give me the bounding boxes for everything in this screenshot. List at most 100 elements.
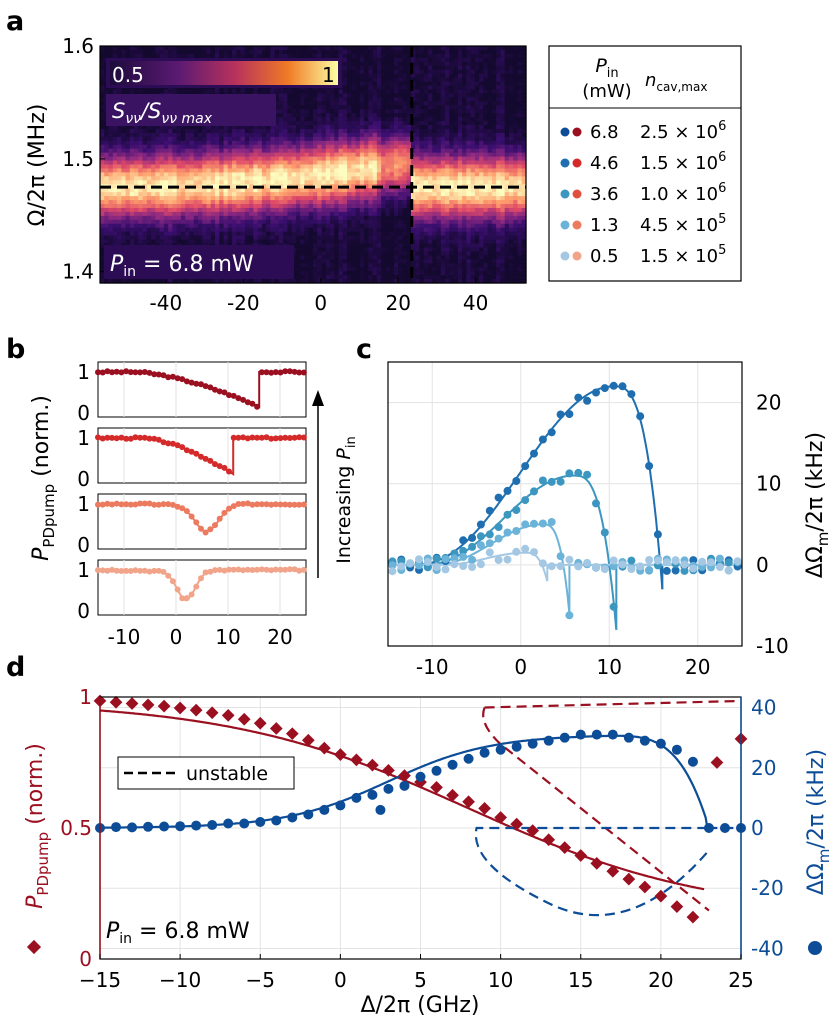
heatmap-cell [121, 200, 127, 205]
heatmap-cell [415, 196, 421, 201]
heatmap-cell [304, 255, 310, 260]
heatmap-cell [210, 176, 216, 181]
heatmap-cell [440, 128, 446, 134]
heatmap-cell [453, 73, 459, 79]
heatmap-cell [172, 156, 178, 162]
heatmap-cell [440, 219, 446, 225]
heatmap-cell [100, 235, 105, 241]
heatmap-cell [159, 204, 165, 209]
heatmap-cell [227, 168, 233, 173]
heatmap-cell [283, 211, 289, 217]
heatmap-cell [278, 49, 284, 55]
heatmap-cell [253, 89, 259, 94]
heatmap-cell [372, 89, 378, 94]
heatmap-cell [117, 132, 122, 138]
heatmap-cell [295, 239, 301, 245]
heatmap-cell [330, 89, 335, 94]
heatmap-cell [146, 125, 152, 130]
heatmap-cell [406, 144, 412, 150]
heatmap-cell [274, 223, 280, 229]
heatmap-cell [155, 279, 161, 284]
heatmap-cell [291, 49, 297, 55]
heatmap-cell [249, 128, 254, 134]
heatmap-cell [410, 65, 416, 71]
heatmap-cell [445, 215, 450, 221]
heatmap-cell [415, 160, 421, 166]
heatmap-cell [210, 46, 216, 51]
heatmap-cell [342, 164, 348, 170]
heatmap-cell [287, 117, 293, 122]
heatmap-cell [342, 148, 348, 154]
heatmap-cell [223, 136, 229, 142]
heatmap-cell [432, 223, 438, 229]
heatmap-cell [223, 132, 229, 138]
heatmap-cell [372, 223, 378, 229]
heatmap-cell [168, 176, 174, 181]
heatmap-cell [300, 109, 306, 114]
heatmap-cell [385, 215, 391, 221]
heatmap-cell [257, 180, 263, 185]
heatmap-cell [193, 49, 199, 55]
heatmap-cell [104, 168, 110, 173]
heatmap-cell [368, 180, 374, 185]
heatmap-cell [244, 53, 250, 59]
heatmap-cell [257, 144, 263, 150]
heatmap-cell [364, 49, 369, 55]
heatmap-cell [415, 271, 421, 276]
heatmap-cell [266, 227, 271, 233]
heatmap-cell [142, 211, 148, 217]
heatmap-cell [321, 125, 327, 130]
heatmap-cell [159, 239, 165, 245]
heatmap-cell [313, 259, 318, 264]
heatmap-cell [261, 172, 267, 177]
heatmap-cell [445, 275, 450, 280]
heatmap-cell [304, 156, 310, 162]
heatmap-cell [313, 271, 318, 276]
heatmap-cell [355, 231, 361, 237]
heatmap-cell [159, 152, 165, 158]
heatmap-cell [308, 200, 314, 205]
heatmap-cell [313, 93, 318, 98]
heatmap-cell [432, 235, 438, 241]
heatmap-cell [125, 46, 131, 51]
heatmap-cell [100, 136, 105, 142]
heatmap-cell [402, 172, 408, 177]
heatmap-cell [304, 160, 310, 166]
heatmap-cell [261, 207, 267, 213]
heatmap-cell [338, 164, 344, 170]
heatmap-cell [368, 65, 374, 71]
heatmap-cell [210, 192, 216, 197]
heatmap-cell [155, 215, 161, 221]
heatmap-cell [163, 192, 169, 197]
heatmap-cell [419, 61, 425, 67]
heatmap-cell [197, 219, 203, 225]
heatmap-cell [117, 49, 122, 55]
heatmap-cell [215, 148, 220, 154]
heatmap-cell [274, 164, 280, 170]
heatmap-cell [180, 223, 186, 229]
heatmap-cell [372, 125, 378, 130]
heatmap-cell [423, 93, 429, 98]
heatmap-cell [172, 180, 178, 185]
heatmap-cell [389, 176, 395, 181]
heatmap-cell [266, 168, 271, 173]
heatmap-cell [321, 160, 327, 166]
heatmap-cell [142, 215, 148, 221]
heatmap-cell [295, 207, 301, 213]
heatmap-cell [440, 207, 446, 213]
heatmap-cell [342, 117, 348, 122]
heatmap-cell [300, 219, 306, 225]
heatmap-cell [385, 263, 391, 268]
heatmap-cell [117, 227, 122, 233]
heatmap-cell [393, 136, 399, 142]
heatmap-cell [202, 211, 208, 217]
heatmap-cell [300, 132, 306, 138]
heatmap-cell [376, 231, 382, 237]
heatmap-cell [368, 69, 374, 75]
heatmap-cell [176, 223, 182, 229]
heatmap-cell [172, 136, 178, 142]
heatmap-cell [338, 121, 344, 126]
heatmap-cell [240, 188, 246, 193]
heatmap-cell [372, 259, 378, 264]
heatmap-cell [108, 176, 114, 181]
